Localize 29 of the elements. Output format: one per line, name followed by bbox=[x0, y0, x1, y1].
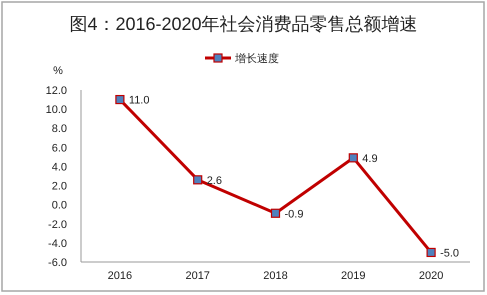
data-label: -5.0 bbox=[440, 247, 460, 260]
point bbox=[193, 175, 202, 184]
y-tick-label: 6.0 bbox=[52, 142, 67, 154]
x-tick-label: 2019 bbox=[341, 270, 366, 282]
y-tick-label: 2.0 bbox=[52, 180, 67, 193]
x-tick-label: 2018 bbox=[263, 270, 288, 282]
y-tick-label: 8.0 bbox=[52, 123, 67, 136]
point bbox=[348, 153, 358, 162]
point bbox=[426, 248, 436, 258]
point bbox=[115, 94, 124, 104]
x-tick-label: 2017 bbox=[185, 270, 210, 282]
data-label: 2.6 bbox=[206, 174, 222, 187]
y-tick-label: -6.0 bbox=[48, 257, 67, 269]
legend: 增长速度 bbox=[205, 53, 279, 65]
data-label: 4.9 bbox=[362, 152, 378, 165]
y-tick-label: -2.0 bbox=[48, 218, 67, 231]
x-tick-label: 2020 bbox=[418, 270, 444, 282]
y-tick-label: 0.0 bbox=[52, 200, 67, 212]
data-label: 11.0 bbox=[128, 94, 150, 107]
data-label: -0.9 bbox=[284, 208, 304, 220]
legend-label: 增长速度 bbox=[234, 52, 279, 65]
chart-title: 图4：2016-2020年社会消费品零售总额增速 bbox=[69, 14, 418, 34]
point bbox=[270, 208, 280, 218]
y-tick-label: 10.0 bbox=[46, 104, 67, 116]
y-tick-label: -4.0 bbox=[48, 238, 67, 250]
x-tick-label: 2016 bbox=[108, 270, 132, 282]
y-axis-title: % bbox=[53, 65, 64, 77]
y-tick-label: 12.0 bbox=[46, 85, 67, 97]
y-tick-label: 4.0 bbox=[52, 161, 67, 174]
